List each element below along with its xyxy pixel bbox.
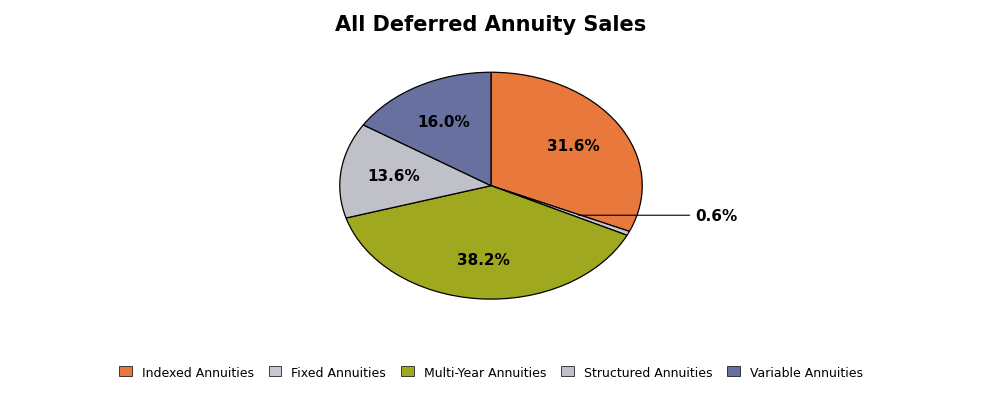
Text: 38.2%: 38.2% bbox=[457, 252, 510, 267]
Text: 13.6%: 13.6% bbox=[367, 168, 420, 183]
Legend: Indexed Annuities, Fixed Annuities, Multi-Year Annuities, Structured Annuities, : Indexed Annuities, Fixed Annuities, Mult… bbox=[115, 361, 867, 384]
Wedge shape bbox=[491, 186, 629, 236]
Text: 16.0%: 16.0% bbox=[417, 114, 470, 129]
Wedge shape bbox=[491, 73, 642, 232]
Wedge shape bbox=[340, 126, 491, 218]
Text: 0.6%: 0.6% bbox=[578, 208, 737, 223]
Wedge shape bbox=[363, 73, 491, 186]
Title: All Deferred Annuity Sales: All Deferred Annuity Sales bbox=[336, 15, 646, 35]
Wedge shape bbox=[346, 186, 627, 299]
Text: 31.6%: 31.6% bbox=[547, 139, 600, 153]
